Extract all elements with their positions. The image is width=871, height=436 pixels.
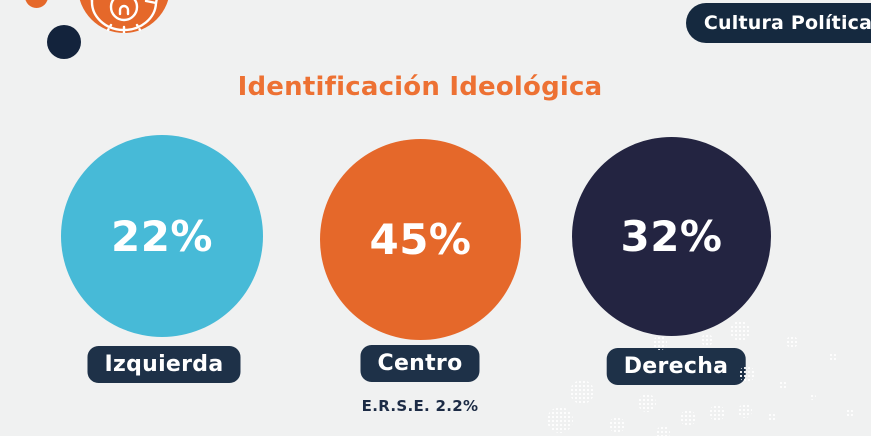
halftone-dot (680, 410, 696, 426)
lightbulb-icon (90, 0, 158, 33)
halftone-dot (609, 417, 625, 433)
halftone-dot (846, 409, 854, 417)
halftone-dot (653, 336, 667, 350)
category-badge-label: Cultura Política (703, 12, 871, 34)
halftone-dot (739, 366, 755, 382)
bubble-izquierda: 22% (61, 135, 263, 337)
value-centro: 45% (369, 215, 472, 264)
error-margin-note: E.R.S.E. 2.2% (361, 397, 479, 415)
halftone-dot (656, 426, 670, 436)
decorative-navy-dot (47, 25, 81, 59)
halftone-dot (810, 394, 816, 400)
halftone-dot (570, 380, 594, 404)
label-centro: Centro (360, 345, 480, 382)
halftone-dot (829, 353, 837, 361)
value-derecha: 32% (620, 212, 723, 261)
halftone-dot (786, 336, 798, 348)
halftone-dot (638, 394, 656, 412)
lightbulb-growth-icon (78, 0, 170, 33)
label-izquierda: Izquierda (87, 346, 241, 383)
halftone-dot (709, 405, 725, 421)
bubble-centro: 45% (320, 139, 521, 340)
halftone-dot (738, 404, 752, 418)
halftone-dot (701, 334, 713, 346)
halftone-dot (779, 381, 787, 389)
value-izquierda: 22% (110, 211, 214, 261)
bubble-derecha: 32% (572, 137, 771, 336)
halftone-dot (547, 407, 573, 433)
halftone-dot (768, 413, 776, 421)
label-derecha: Derecha (606, 348, 746, 385)
page-title: Identificación Ideológica (237, 72, 603, 102)
decorative-orange-dot (25, 0, 48, 8)
category-badge: Cultura Política (686, 3, 871, 43)
halftone-dot (730, 321, 750, 341)
